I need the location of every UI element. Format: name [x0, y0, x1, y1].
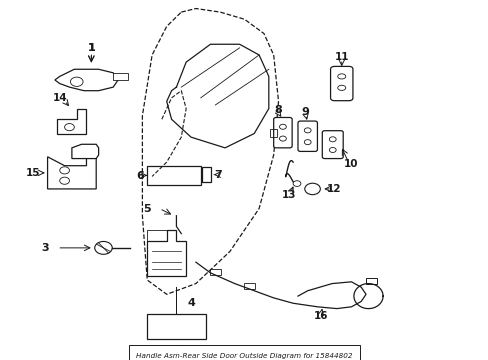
Bar: [147, 166, 201, 185]
Text: 12: 12: [326, 184, 341, 194]
Text: 13: 13: [282, 190, 296, 200]
Text: 2: 2: [172, 345, 180, 355]
FancyBboxPatch shape: [322, 131, 343, 158]
Text: 1: 1: [87, 43, 95, 53]
Text: 11: 11: [334, 52, 348, 62]
Text: 5: 5: [143, 203, 151, 213]
Text: 14: 14: [52, 93, 67, 103]
Text: 15: 15: [26, 168, 40, 178]
Text: 6: 6: [136, 171, 143, 181]
Text: 4: 4: [187, 298, 195, 308]
Text: 16: 16: [313, 311, 328, 321]
Bar: [210, 269, 221, 275]
Polygon shape: [147, 230, 186, 276]
Bar: [366, 278, 376, 284]
Polygon shape: [55, 69, 118, 91]
Text: 3: 3: [41, 243, 49, 253]
Text: 7: 7: [213, 170, 221, 180]
Polygon shape: [57, 109, 86, 134]
Bar: [244, 283, 255, 289]
Bar: [202, 167, 210, 182]
Bar: [270, 129, 276, 137]
FancyBboxPatch shape: [273, 117, 291, 148]
Text: 10: 10: [344, 159, 358, 169]
Polygon shape: [47, 157, 96, 189]
Text: 9: 9: [301, 107, 308, 117]
Text: 1: 1: [87, 43, 95, 53]
Polygon shape: [72, 144, 99, 158]
Bar: [147, 230, 166, 241]
Text: 8: 8: [274, 105, 282, 115]
Polygon shape: [113, 73, 127, 80]
FancyBboxPatch shape: [330, 66, 352, 101]
FancyBboxPatch shape: [297, 121, 317, 152]
Bar: [147, 314, 205, 339]
Text: Handle Asm-Rear Side Door Outside Diagram for 15844802: Handle Asm-Rear Side Door Outside Diagra…: [136, 352, 352, 359]
